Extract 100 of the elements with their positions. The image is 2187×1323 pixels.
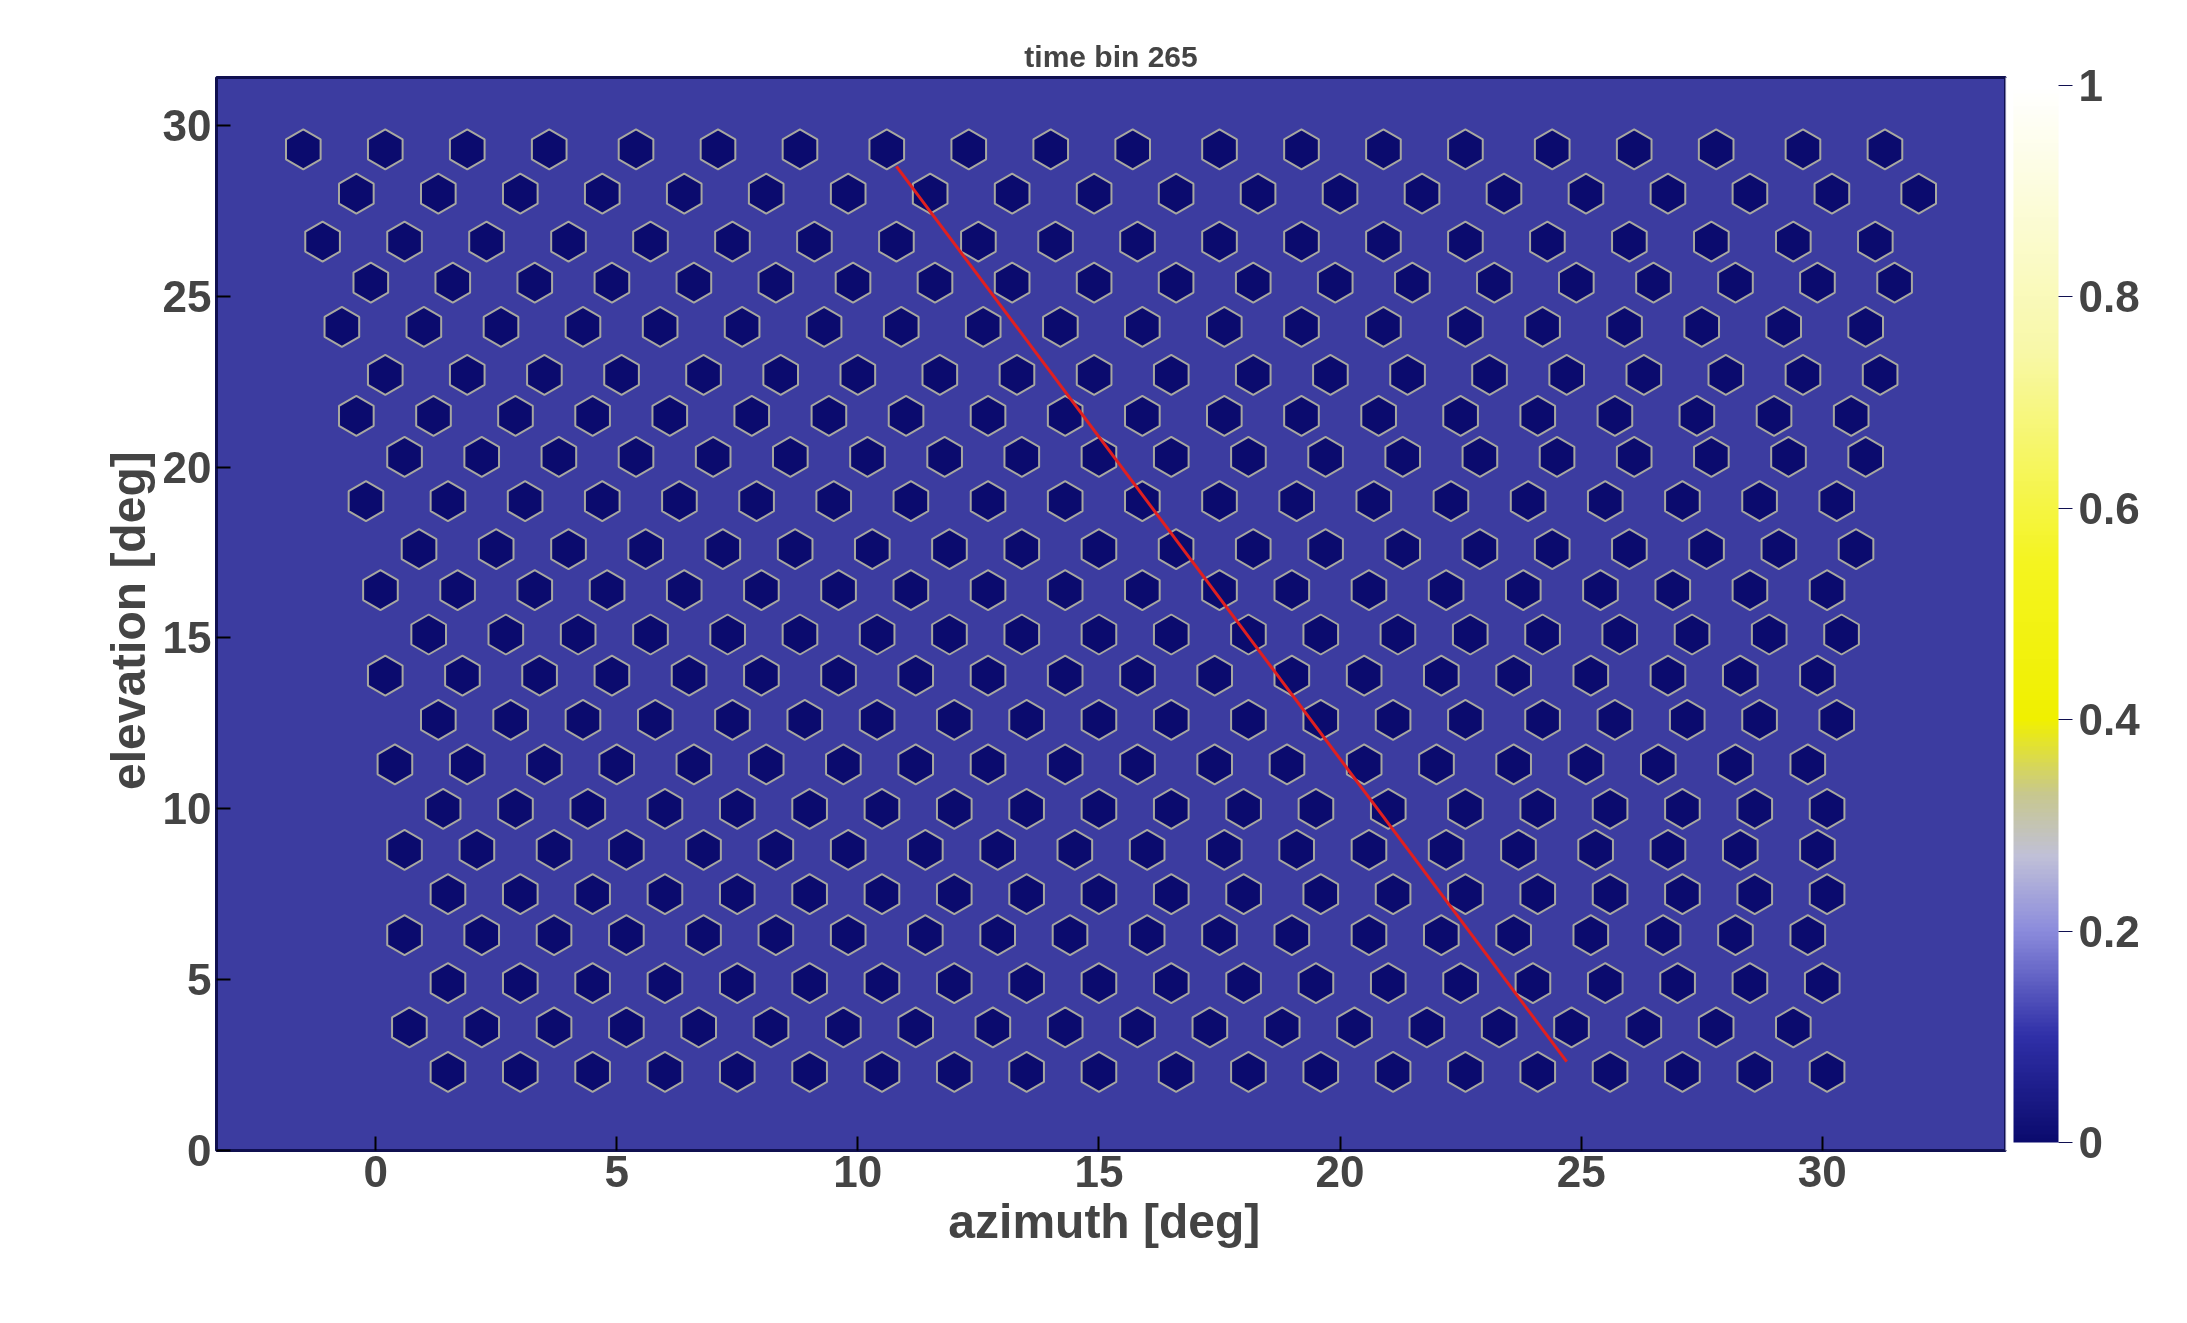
point — [1697, 128, 1735, 171]
point — [1654, 569, 1692, 612]
point — [463, 1006, 501, 1049]
point — [1374, 698, 1412, 741]
point — [1350, 828, 1388, 871]
point — [386, 914, 423, 957]
point — [1365, 220, 1402, 263]
point — [786, 698, 824, 741]
point — [1803, 962, 1841, 1005]
point — [1591, 787, 1629, 830]
point — [738, 480, 775, 523]
point — [420, 698, 457, 741]
point — [863, 962, 901, 1005]
point — [950, 128, 988, 171]
point — [1152, 353, 1190, 396]
point — [1225, 962, 1262, 1005]
point — [1075, 261, 1113, 304]
point — [1688, 528, 1725, 571]
point — [1152, 613, 1190, 656]
point — [709, 613, 746, 656]
point — [1374, 873, 1412, 916]
point — [1606, 305, 1643, 348]
point — [1736, 1050, 1774, 1093]
point — [646, 1050, 684, 1093]
point — [1157, 1050, 1195, 1093]
point — [1075, 172, 1113, 215]
point — [998, 353, 1036, 396]
point — [646, 787, 684, 830]
point — [1799, 654, 1836, 697]
point — [1480, 1006, 1518, 1049]
point — [1046, 480, 1084, 523]
point — [1519, 873, 1557, 916]
point — [1861, 353, 1899, 396]
point — [1876, 261, 1913, 304]
point — [1157, 261, 1195, 304]
point — [791, 1050, 828, 1093]
point — [1625, 353, 1663, 396]
y-tick-label: 20 — [162, 442, 212, 492]
point — [1196, 654, 1233, 697]
point — [1080, 435, 1118, 478]
point — [1770, 435, 1807, 478]
point — [1427, 569, 1465, 612]
point — [964, 305, 1002, 348]
point — [1659, 962, 1696, 1005]
point — [1119, 1006, 1156, 1049]
point — [323, 305, 361, 348]
point — [1808, 1050, 1846, 1093]
point — [1080, 787, 1118, 830]
y-tick-label: 5 — [187, 955, 212, 1005]
point — [935, 873, 973, 916]
point — [535, 914, 573, 957]
point — [338, 172, 375, 215]
point — [487, 613, 525, 656]
point — [935, 1050, 973, 1093]
x-tick-label: 25 — [1556, 1146, 1606, 1196]
point — [521, 654, 558, 697]
point — [1128, 828, 1166, 871]
point — [863, 787, 901, 830]
point — [501, 962, 539, 1005]
point — [1538, 435, 1576, 478]
point — [439, 569, 476, 612]
point — [530, 128, 568, 171]
point — [1476, 261, 1513, 304]
point — [448, 128, 486, 171]
y-tick-label: 10 — [162, 784, 212, 834]
point — [526, 353, 563, 396]
point — [960, 220, 997, 263]
point — [1152, 435, 1190, 478]
point — [825, 1006, 862, 1049]
point — [993, 261, 1031, 304]
point — [897, 1006, 935, 1049]
point — [429, 873, 467, 916]
point — [1596, 394, 1634, 437]
point — [1003, 528, 1041, 571]
point — [1678, 394, 1716, 437]
point — [1856, 220, 1894, 263]
point — [1558, 261, 1595, 304]
point — [1649, 172, 1687, 215]
point — [429, 1050, 467, 1093]
point — [1312, 353, 1349, 396]
point — [1596, 698, 1634, 741]
point — [1080, 873, 1118, 916]
point — [829, 828, 867, 871]
point — [743, 654, 780, 697]
point — [776, 528, 814, 571]
point — [1119, 654, 1156, 697]
point — [1717, 743, 1754, 786]
point — [829, 172, 867, 215]
point — [1765, 305, 1802, 348]
point — [1046, 569, 1084, 612]
point — [1668, 698, 1706, 741]
point — [429, 962, 467, 1005]
point — [284, 128, 322, 171]
point — [632, 613, 669, 656]
point — [1273, 654, 1311, 697]
point — [1080, 528, 1118, 571]
point — [1283, 305, 1320, 348]
point — [646, 962, 684, 1005]
point — [1316, 261, 1354, 304]
point — [1615, 128, 1653, 171]
